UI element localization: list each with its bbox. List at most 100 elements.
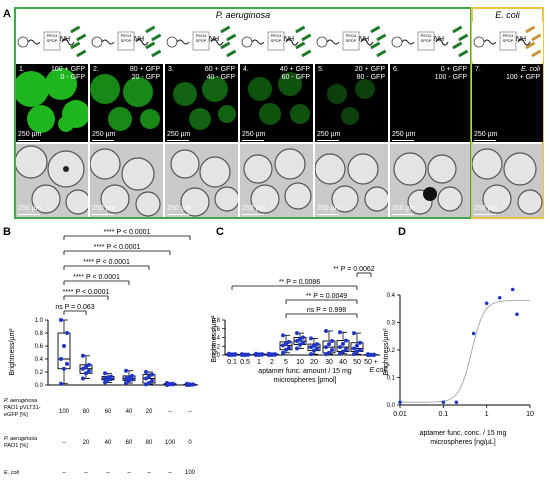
well-line2: 100 + GFP bbox=[505, 74, 540, 81]
table-cell: 60 bbox=[125, 440, 133, 446]
brightfield-image bbox=[240, 144, 313, 217]
well-line1: 40 + GFP bbox=[279, 66, 310, 73]
gfp-bead bbox=[108, 107, 132, 131]
panel-c-data-point bbox=[273, 352, 277, 357]
linker-schematic bbox=[91, 25, 162, 58]
scale-label: 250 µm bbox=[317, 205, 341, 212]
panel-b-data-point bbox=[191, 382, 195, 387]
panel-c-data-point bbox=[344, 338, 348, 343]
table-cell: 80 bbox=[82, 409, 90, 415]
panel-c-data-point bbox=[295, 331, 299, 336]
panel-c-data-point bbox=[372, 352, 376, 357]
spdp-text: SPDP bbox=[270, 38, 282, 43]
microsphere bbox=[274, 148, 306, 180]
well-schematic bbox=[90, 22, 163, 62]
panel-d-xlabel1: aptamer func. conc. / 15 mg bbox=[419, 430, 507, 437]
panel-b-data-point bbox=[127, 375, 131, 380]
brightfield-image bbox=[90, 144, 163, 217]
microsphere bbox=[16, 145, 48, 179]
panel-c-data-point bbox=[301, 335, 305, 340]
microsphere bbox=[170, 149, 200, 179]
panel-c-data-point bbox=[233, 352, 237, 357]
panel-d-fit-curve bbox=[400, 300, 530, 403]
microsphere bbox=[284, 182, 312, 210]
brightfield-image bbox=[165, 144, 238, 217]
fluorescence-image bbox=[16, 64, 88, 142]
well-line2: 100 - GFP bbox=[434, 74, 467, 81]
well-number: 2. bbox=[93, 66, 99, 73]
brightfield-image bbox=[390, 144, 470, 217]
peg-text: PEG4 bbox=[420, 33, 432, 38]
panel-c-x-tick-label: 1 bbox=[257, 359, 261, 366]
scale-label: 250 µm bbox=[167, 131, 191, 138]
microsphere bbox=[199, 156, 231, 188]
panel-c-sig-label: ** P = 0.0062 bbox=[333, 266, 374, 273]
panel-b-data-point bbox=[168, 382, 172, 387]
scale-label: 250 µm bbox=[18, 205, 42, 212]
gfp-bead bbox=[45, 68, 77, 100]
linker-schematic bbox=[241, 25, 312, 58]
panel-c-xlabel1: aptamer func. amount / 15 mg bbox=[258, 368, 352, 375]
panel-d-y-tick-label: 0.2 bbox=[387, 348, 396, 354]
panel-c-data-point bbox=[358, 340, 362, 345]
panel-c-data-point bbox=[315, 346, 319, 351]
microsphere bbox=[100, 184, 130, 214]
well-line1: 100 + GFP bbox=[50, 66, 85, 73]
gfp-bead bbox=[16, 71, 49, 107]
table-row2-unit: PAO1 [%] bbox=[4, 443, 28, 449]
microsphere bbox=[393, 152, 427, 186]
panel-b-data-point bbox=[147, 374, 151, 379]
panel-c-y-tick-label: 0.8 bbox=[212, 318, 221, 324]
microsphere bbox=[331, 185, 359, 213]
panel-d-data-point bbox=[484, 301, 489, 306]
peg-text: PEG4 bbox=[195, 33, 207, 38]
panel-d-x-tick-label: 0.1 bbox=[438, 411, 448, 418]
panel-b-data-point bbox=[124, 368, 128, 373]
panel-c-data-point bbox=[309, 352, 313, 357]
gfp-bead bbox=[202, 76, 228, 102]
panel-c-data-point bbox=[267, 351, 271, 356]
table-cell: – bbox=[84, 470, 88, 476]
panel-c-data-point bbox=[315, 342, 319, 347]
panel-d-x-tick-label: 0.01 bbox=[393, 411, 407, 418]
microsphere bbox=[364, 186, 388, 212]
peg-spdp-label: PEG4 SPDP bbox=[268, 33, 284, 43]
scale-label: 250 µm bbox=[474, 205, 498, 212]
scale-bar bbox=[242, 140, 264, 141]
panel-b-data-point bbox=[87, 362, 91, 367]
well-schematic bbox=[472, 22, 543, 62]
spdp-text: SPDP bbox=[502, 38, 514, 43]
gfp-bead bbox=[248, 77, 272, 101]
panel-b-data-point bbox=[65, 361, 69, 366]
panel-b-data-point bbox=[109, 374, 113, 379]
panel-c-data-point bbox=[298, 337, 302, 342]
gfp-bead bbox=[278, 72, 302, 96]
peg-text: PEG4 bbox=[502, 33, 514, 38]
scale-bar bbox=[18, 140, 40, 141]
linker-schematic bbox=[391, 25, 469, 58]
scale-bar bbox=[317, 140, 339, 141]
panel-c-data-point bbox=[338, 351, 342, 356]
gfp-bead bbox=[290, 104, 310, 124]
panel-c-y-tick-label: 0.6 bbox=[212, 327, 221, 333]
panel-b-letter: B bbox=[3, 226, 11, 238]
linker-schematic bbox=[316, 25, 387, 58]
panel-c-sig-label: ns P = 0.998 bbox=[307, 307, 346, 314]
species-label-left: P. aeruginosa bbox=[215, 10, 271, 20]
panel-c-data-point bbox=[312, 348, 316, 353]
panel-c-xlabel2: microspheres [pmol] bbox=[273, 377, 337, 384]
panel-c-x-tick-label: 0.5 bbox=[240, 359, 250, 366]
panel-c-data-point bbox=[366, 352, 370, 357]
panel-c-data-point bbox=[352, 346, 356, 351]
panel-d-letter: D bbox=[398, 226, 406, 238]
panel-c-data-point bbox=[287, 339, 291, 344]
panel-c-y-tick-label: 0.0 bbox=[212, 353, 221, 359]
panel-b-data-point bbox=[147, 381, 151, 386]
scale-bar bbox=[317, 214, 339, 215]
panel-b-y-tick-label: 0.0 bbox=[35, 383, 44, 389]
table-cell: – bbox=[127, 470, 131, 476]
fluorescence-image bbox=[90, 64, 163, 142]
nh-label: NH bbox=[134, 36, 145, 43]
panel-c-x-tick-label: 50 + bbox=[364, 359, 378, 366]
gfp-bead bbox=[327, 84, 347, 104]
